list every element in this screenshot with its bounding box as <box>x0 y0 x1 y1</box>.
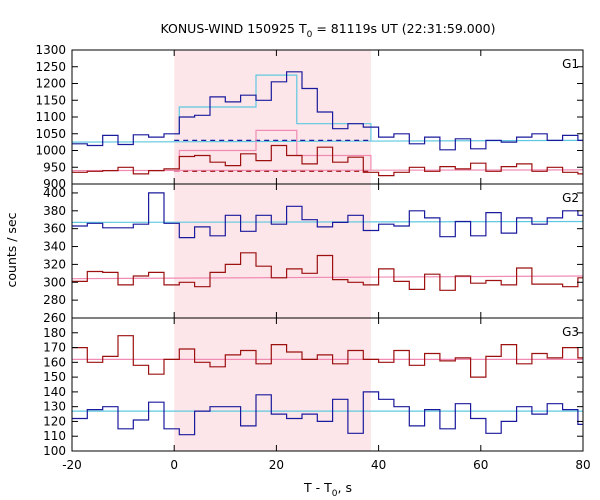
g3-ytick-label: 170 <box>43 341 66 355</box>
g1-ytick-label: 1100 <box>35 110 66 124</box>
g2-ytick-label: 320 <box>43 257 66 271</box>
g1-ytick-label: 1150 <box>35 93 66 107</box>
g2-ytick-label: 360 <box>43 222 66 236</box>
g1-ytick-label: 950 <box>43 160 66 174</box>
g3-ytick-label: 110 <box>43 429 66 443</box>
x-axis-label-suffix: , s <box>338 480 352 495</box>
g1-ytick-label: 900 <box>43 177 66 191</box>
g2-ytick-label: 400 <box>43 186 66 200</box>
g2-series-blue <box>72 192 583 239</box>
g3-ytick-label: 150 <box>43 370 66 384</box>
x-tick-label: 80 <box>575 458 590 472</box>
g3-ytick-label: 100 <box>43 444 66 458</box>
g2-ytick-label: 280 <box>43 293 66 307</box>
g3-panel-frame <box>71 317 584 452</box>
g1-series-red <box>72 144 583 177</box>
y-axis-label: counts / sec <box>4 212 19 287</box>
g3-ytick-label: 160 <box>43 355 66 369</box>
g2-ytick-label: 260 <box>43 311 66 325</box>
x-axis-label-prefix: T - T <box>303 480 332 495</box>
g2-fit-cyan-level <box>71 220 584 223</box>
g2-ytick-label: 300 <box>43 275 66 289</box>
x-tick-label: -20 <box>62 458 82 472</box>
chart-title: KONUS-WIND 150925 T0 = 81119s UT (22:31:… <box>160 21 495 40</box>
g2-series-red <box>72 252 583 291</box>
g3-series-red <box>72 335 583 378</box>
x-tick-label: 60 <box>473 458 488 472</box>
g2-ytick-label: 380 <box>43 204 66 218</box>
g3-series-blue <box>72 391 583 436</box>
g1-ytick-label: 1200 <box>35 77 66 91</box>
g3-panel-label: G3 <box>562 325 579 339</box>
shaded-interval <box>174 50 371 451</box>
g2-fit-pink-level <box>71 275 584 280</box>
g1-panel-label: G1 <box>562 57 579 71</box>
g3-ytick-label: 140 <box>43 385 66 399</box>
x-tick-label: 40 <box>371 458 386 472</box>
chart-title-sub: 0 <box>307 30 313 40</box>
g1-ytick-label: 1250 <box>35 60 66 74</box>
g3-ytick-label: 120 <box>43 414 66 428</box>
plot-area: 9009501000105011001150120012501300G12602… <box>35 43 590 472</box>
x-tick-label: 0 <box>170 458 178 472</box>
g3-ytick-label: 180 <box>43 326 66 340</box>
g2-ytick-label: 340 <box>43 240 66 254</box>
g3-ytick-label: 130 <box>43 400 66 414</box>
x-axis-label: T - T0, s <box>303 480 352 499</box>
g1-ytick-label: 1300 <box>35 43 66 57</box>
x-axis-label-sub: 0 <box>332 489 338 499</box>
chart-title-prefix: KONUS-WIND 150925 T <box>160 21 306 36</box>
x-tick-label: 20 <box>269 458 284 472</box>
g1-ytick-label: 1050 <box>35 127 66 141</box>
g1-series-blue <box>72 71 583 151</box>
chart-title-suffix: = 81119s UT (22:31:59.000) <box>312 21 495 36</box>
g1-ytick-label: 1000 <box>35 144 66 158</box>
g2-panel-label: G2 <box>562 191 579 205</box>
